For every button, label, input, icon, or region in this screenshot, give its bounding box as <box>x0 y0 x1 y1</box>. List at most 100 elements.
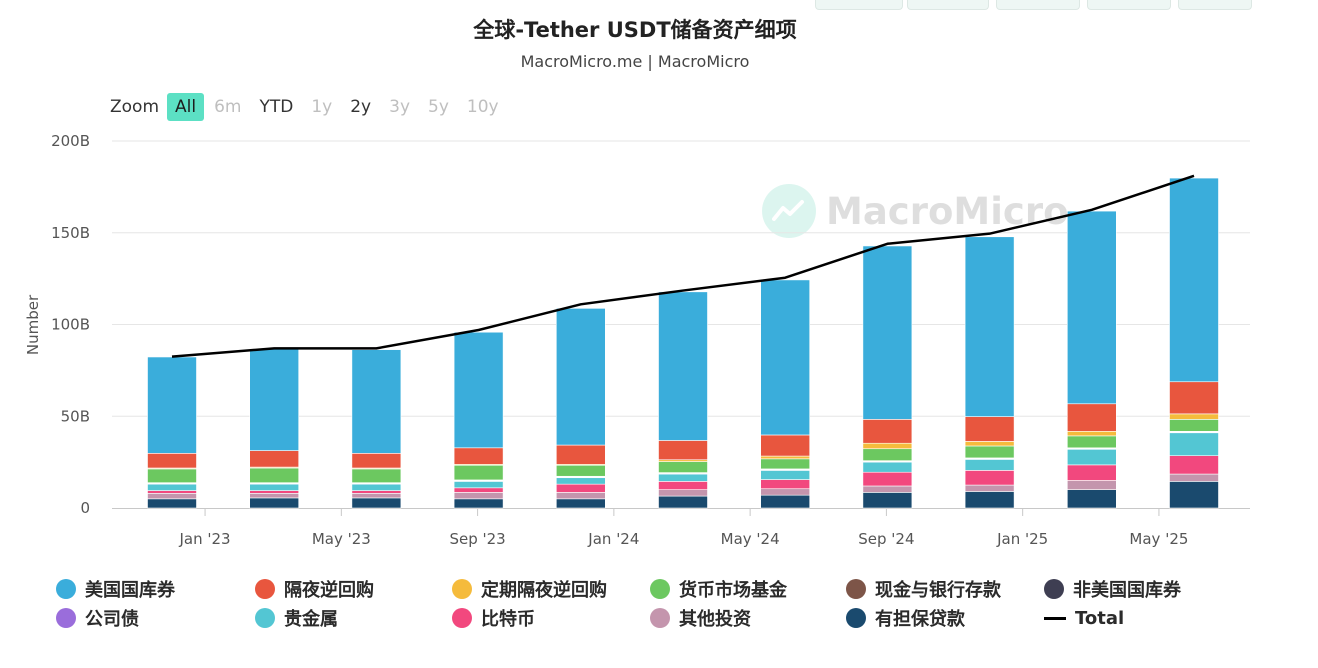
bar-segment[interactable] <box>1169 473 1219 482</box>
bar-segment[interactable] <box>658 489 708 497</box>
legend-item-bitcoin[interactable]: 比特币 <box>452 606 535 630</box>
bar-segment[interactable] <box>453 481 504 489</box>
legend-item-money-market[interactable]: 货币市场基金 <box>650 577 787 601</box>
bar-segment[interactable] <box>964 445 1015 459</box>
toolbar-button-1[interactable] <box>815 0 903 10</box>
bar-segment[interactable] <box>862 442 913 450</box>
bar-segment[interactable] <box>1169 432 1219 457</box>
bar-segment[interactable] <box>351 483 402 491</box>
toolbar-button-3[interactable] <box>996 0 1080 10</box>
bar-segment[interactable] <box>1169 419 1219 432</box>
bar-segment[interactable] <box>147 468 197 483</box>
bar-segment[interactable] <box>1169 381 1219 415</box>
bar-segment[interactable] <box>1169 177 1219 383</box>
bar-segment[interactable] <box>658 291 708 441</box>
bar-segment[interactable] <box>555 464 606 477</box>
bar-segment[interactable] <box>249 493 299 499</box>
bar-segment[interactable] <box>351 468 402 483</box>
bar-segment[interactable] <box>862 471 913 487</box>
bar-segment[interactable] <box>147 483 197 491</box>
bar-segment[interactable] <box>555 444 606 465</box>
bar-segment[interactable] <box>1169 455 1219 475</box>
bar-segment[interactable] <box>555 483 606 493</box>
toolbar-button-2[interactable] <box>907 0 989 10</box>
bar-segment[interactable] <box>1169 481 1219 509</box>
bar-segment[interactable] <box>760 488 811 496</box>
zoom-button-5y[interactable]: 5y <box>428 97 449 117</box>
bar-segment[interactable] <box>1067 464 1117 481</box>
bar-segment[interactable] <box>862 245 913 420</box>
bar-segment[interactable] <box>658 481 708 490</box>
bar-segment[interactable] <box>862 492 913 509</box>
bar-segment[interactable] <box>453 447 504 465</box>
bar-segment[interactable] <box>964 459 1015 471</box>
bar-segment[interactable] <box>862 419 913 444</box>
bar-segment[interactable] <box>964 441 1015 447</box>
zoom-button-10y[interactable]: 10y <box>466 97 499 117</box>
legend-item-corporate-bonds[interactable]: 公司债 <box>56 606 139 630</box>
bar-segment[interactable] <box>1067 480 1117 490</box>
zoom-button-all[interactable]: All <box>167 93 205 121</box>
bar-segment[interactable] <box>1067 448 1117 466</box>
legend-item-secured-loans[interactable]: 有担保贷款 <box>846 606 965 630</box>
bar-segment[interactable] <box>658 495 708 509</box>
bar-segment[interactable] <box>453 331 504 449</box>
bar-segment[interactable] <box>760 470 811 480</box>
bar-segment[interactable] <box>351 349 402 454</box>
bar-segment[interactable] <box>1067 403 1117 432</box>
bar-segment[interactable] <box>453 492 504 500</box>
bar-segment[interactable] <box>964 470 1015 486</box>
bar-segment[interactable] <box>351 497 402 509</box>
legend-item-term-repo[interactable]: 定期隔夜逆回购 <box>452 577 607 601</box>
bar-segment[interactable] <box>147 498 197 509</box>
zoom-button-3y[interactable]: 3y <box>389 97 411 117</box>
bar-segment[interactable] <box>147 356 197 454</box>
bar-segment[interactable] <box>760 479 811 490</box>
legend-item-overnight-repo[interactable]: 隔夜逆回购 <box>255 577 374 601</box>
bar-segment[interactable] <box>658 440 708 461</box>
toolbar-button-4[interactable] <box>1087 0 1171 10</box>
bar-segment[interactable] <box>351 493 402 499</box>
total-line[interactable] <box>171 174 1195 358</box>
zoom-button-2y[interactable]: 2y <box>350 97 372 117</box>
bar-segment[interactable] <box>351 453 402 469</box>
bar-segment[interactable] <box>249 497 299 509</box>
bar-segment[interactable] <box>964 484 1015 492</box>
bar-segment[interactable] <box>760 279 811 436</box>
bar-segment[interactable] <box>1067 435 1117 449</box>
zoom-button-1y[interactable]: 1y <box>311 97 333 117</box>
toolbar-button-5[interactable] <box>1178 0 1252 10</box>
bar-segment[interactable] <box>555 492 606 500</box>
bar-segment[interactable] <box>760 494 811 509</box>
bar-segment[interactable] <box>862 461 913 473</box>
bar-segment[interactable] <box>862 485 913 493</box>
bar-segment[interactable] <box>760 434 811 457</box>
bar-segment[interactable] <box>760 458 811 470</box>
bar-segment[interactable] <box>249 490 299 494</box>
bar-segment[interactable] <box>147 453 197 469</box>
bar-segment[interactable] <box>249 483 299 491</box>
bar-segment[interactable] <box>555 308 606 446</box>
bar-segment[interactable] <box>249 467 299 483</box>
bar-segment[interactable] <box>555 477 606 485</box>
bar-segment[interactable] <box>1169 413 1219 420</box>
legend-item-other-investments[interactable]: 其他投资 <box>650 606 751 630</box>
bar-segment[interactable] <box>964 491 1015 509</box>
bar-segment[interactable] <box>453 464 504 481</box>
bar-segment[interactable] <box>1067 489 1117 509</box>
bar-segment[interactable] <box>555 498 606 509</box>
bar-segment[interactable] <box>1067 430 1117 437</box>
bar-segment[interactable] <box>147 493 197 500</box>
bar-segment[interactable] <box>249 348 299 451</box>
legend-item-total[interactable]: Total <box>1044 606 1124 630</box>
bar-segment[interactable] <box>964 416 1015 442</box>
bar-segment[interactable] <box>351 490 402 494</box>
bar-segment[interactable] <box>249 450 299 468</box>
zoom-button-ytd[interactable]: YTD <box>259 97 294 117</box>
legend-item-precious-metals[interactable]: 贵金属 <box>255 606 338 630</box>
bar-segment[interactable] <box>760 455 811 460</box>
legend-item-cash[interactable]: 现金与银行存款 <box>846 577 1001 601</box>
bar-segment[interactable] <box>658 473 708 482</box>
bar-segment[interactable] <box>1067 210 1117 405</box>
legend-item-non-us-treasury[interactable]: 非美国国库券 <box>1044 577 1181 601</box>
